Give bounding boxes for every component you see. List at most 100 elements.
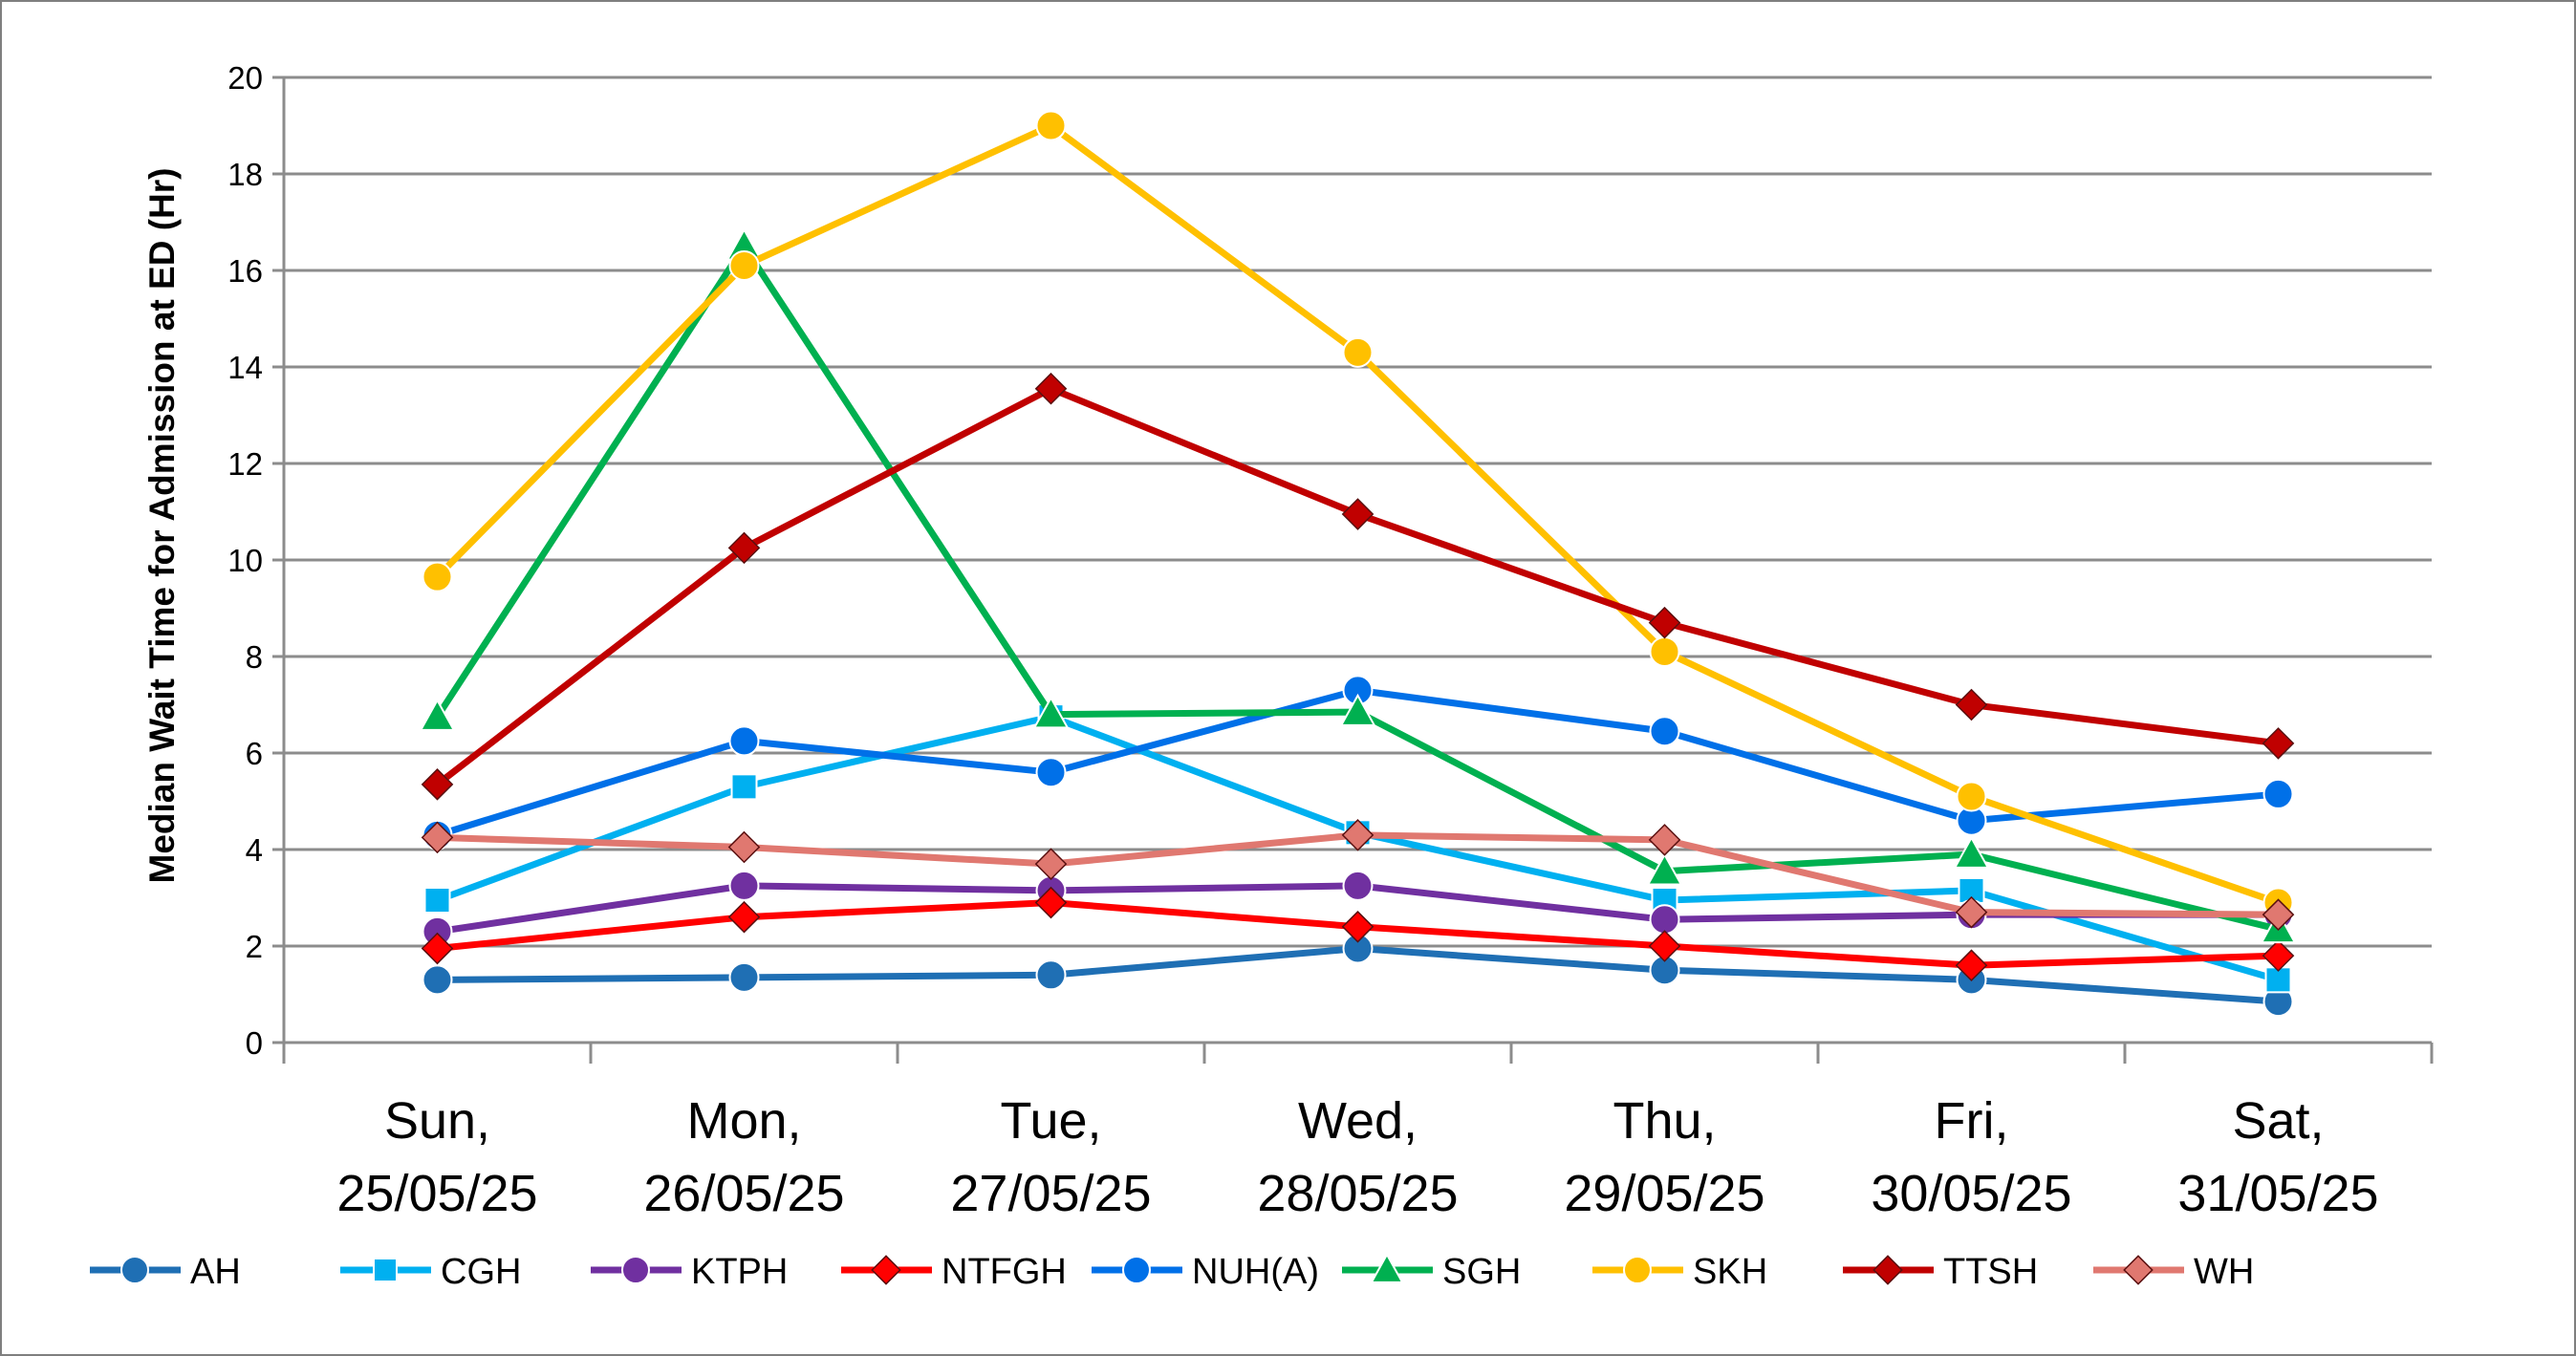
data-point-ttsh — [727, 531, 761, 565]
data-point-ttsh — [1034, 372, 1068, 405]
legend-swatch-marker — [373, 1258, 398, 1282]
data-point-skh — [728, 249, 760, 281]
legend-item-sgh: SGH — [1342, 1252, 1521, 1292]
data-point-nuh-a — [1035, 757, 1067, 788]
data-point-ntfgh — [727, 900, 761, 934]
legend-swatch-marker — [1872, 1255, 1903, 1285]
data-point-ntfgh — [1955, 949, 1988, 982]
legend-swatch-marker — [1370, 1252, 1404, 1283]
legend-item-ntfgh: NTFGH — [841, 1252, 1067, 1292]
y-tick-label: 20 — [227, 60, 263, 96]
legend-swatch-marker — [871, 1255, 901, 1285]
y-tick-label: 12 — [227, 446, 263, 482]
y-tick-label: 2 — [246, 929, 263, 964]
x-tick-label: 29/05/25 — [1564, 1165, 1764, 1222]
series-sgh — [419, 227, 2297, 944]
legend-swatch-marker — [1623, 1256, 1652, 1284]
x-tick-label: 30/05/25 — [1871, 1165, 2071, 1222]
data-point-skh — [1956, 781, 1987, 812]
legend-item-ktph: KTPH — [591, 1252, 788, 1292]
x-tick-label: 27/05/25 — [950, 1165, 1151, 1222]
data-point-nuh-a — [1649, 716, 1680, 747]
data-point-nuh-a — [2262, 778, 2294, 809]
legend: AH CGH KTPH NTFGH NUH(A) SGH SKH TTSH WH — [90, 1252, 2254, 1292]
legend-item-nuh-a: NUH(A) — [1092, 1252, 1319, 1292]
data-point-sgh — [1339, 693, 1376, 726]
data-point-ntfgh — [1648, 930, 1681, 962]
legend-item-ah: AH — [90, 1252, 241, 1292]
y-axis-label: Median Wait Time for Admission at ED (Hr… — [142, 168, 182, 884]
data-point-ktph — [1649, 904, 1680, 936]
series-ttsh — [421, 372, 2295, 801]
data-point-sgh — [419, 698, 456, 731]
y-tick-label: 16 — [227, 253, 263, 289]
x-tick-label: Sun, — [384, 1092, 490, 1150]
data-point-ttsh — [1648, 606, 1681, 639]
data-point-ntfgh — [421, 932, 454, 965]
axes: 0 2 4 6 8 10 12 14 16 18 20 Sun, 25/05/25 Mon, 26/05/2… — [227, 60, 2434, 1222]
legend-label: AH — [190, 1252, 241, 1292]
data-point-ntfgh — [1341, 910, 1375, 943]
y-tick-label: 4 — [246, 832, 263, 868]
legend-label: SGH — [1442, 1252, 1521, 1292]
x-tick-label: Thu, — [1613, 1092, 1716, 1150]
data-point-wh — [2262, 898, 2295, 931]
series-ntfgh — [421, 886, 2295, 982]
data-point-ttsh — [1341, 498, 1375, 530]
data-point-sgh — [1646, 852, 1683, 886]
data-point-ntfgh — [2262, 939, 2295, 972]
x-tick-label: Sat, — [2232, 1092, 2324, 1150]
series-nuh-a — [422, 675, 2294, 850]
legend-label: KTPH — [691, 1252, 788, 1292]
y-tick-label: 14 — [227, 350, 263, 385]
legend-swatch-marker — [120, 1256, 149, 1284]
x-tick-label: Tue, — [1000, 1092, 1101, 1150]
data-point-ttsh — [2262, 727, 2295, 760]
legend-label: SKH — [1693, 1252, 1767, 1292]
legend-label: CGH — [441, 1252, 521, 1292]
data-point-sgh — [1032, 696, 1070, 729]
series-lines — [419, 110, 2297, 1018]
legend-label: NUH(A) — [1192, 1252, 1319, 1292]
legend-label: TTSH — [1943, 1252, 2038, 1292]
x-tick-label: Fri, — [1935, 1092, 2009, 1150]
y-tick-label: 0 — [246, 1025, 263, 1061]
data-point-wh — [1034, 848, 1068, 880]
legend-item-wh: WH — [2093, 1252, 2254, 1292]
data-point-skh — [1342, 336, 1374, 368]
x-tick-label: 25/05/25 — [336, 1165, 537, 1222]
x-tick-label: Wed, — [1298, 1092, 1418, 1150]
legend-swatch-marker — [1122, 1256, 1151, 1284]
data-point-cgh — [423, 887, 451, 915]
y-tick-label: 6 — [246, 736, 263, 771]
data-point-ntfgh — [1034, 886, 1068, 919]
legend-item-cgh: CGH — [340, 1252, 521, 1292]
data-point-wh — [421, 821, 454, 854]
data-point-ttsh — [1955, 688, 1988, 721]
data-point-ttsh — [421, 768, 454, 801]
legend-swatch-marker — [621, 1256, 650, 1284]
legend-label: WH — [2194, 1252, 2254, 1292]
y-tick-label: 18 — [227, 157, 263, 192]
legend-item-skh: SKH — [1592, 1252, 1767, 1292]
y-tick-label: 10 — [227, 543, 263, 578]
data-point-skh — [1035, 110, 1067, 141]
data-point-nuh-a — [728, 725, 760, 757]
data-point-wh — [1955, 895, 1988, 929]
data-point-ktph — [1342, 870, 1374, 901]
x-tick-label: 31/05/25 — [2177, 1165, 2378, 1222]
data-point-cgh — [730, 773, 758, 801]
series-wh — [421, 819, 2295, 931]
data-point-ah — [422, 964, 453, 996]
data-point-ah — [1035, 959, 1067, 991]
legend-label: NTFGH — [942, 1252, 1067, 1292]
data-point-sgh — [1953, 835, 1990, 869]
data-point-skh — [1649, 635, 1680, 667]
data-point-wh — [1648, 824, 1681, 856]
legend-swatch-marker — [2123, 1255, 2154, 1285]
y-tick-label: 8 — [246, 639, 263, 675]
x-tick-label: Mon, — [686, 1092, 801, 1150]
data-point-ah — [728, 961, 760, 993]
